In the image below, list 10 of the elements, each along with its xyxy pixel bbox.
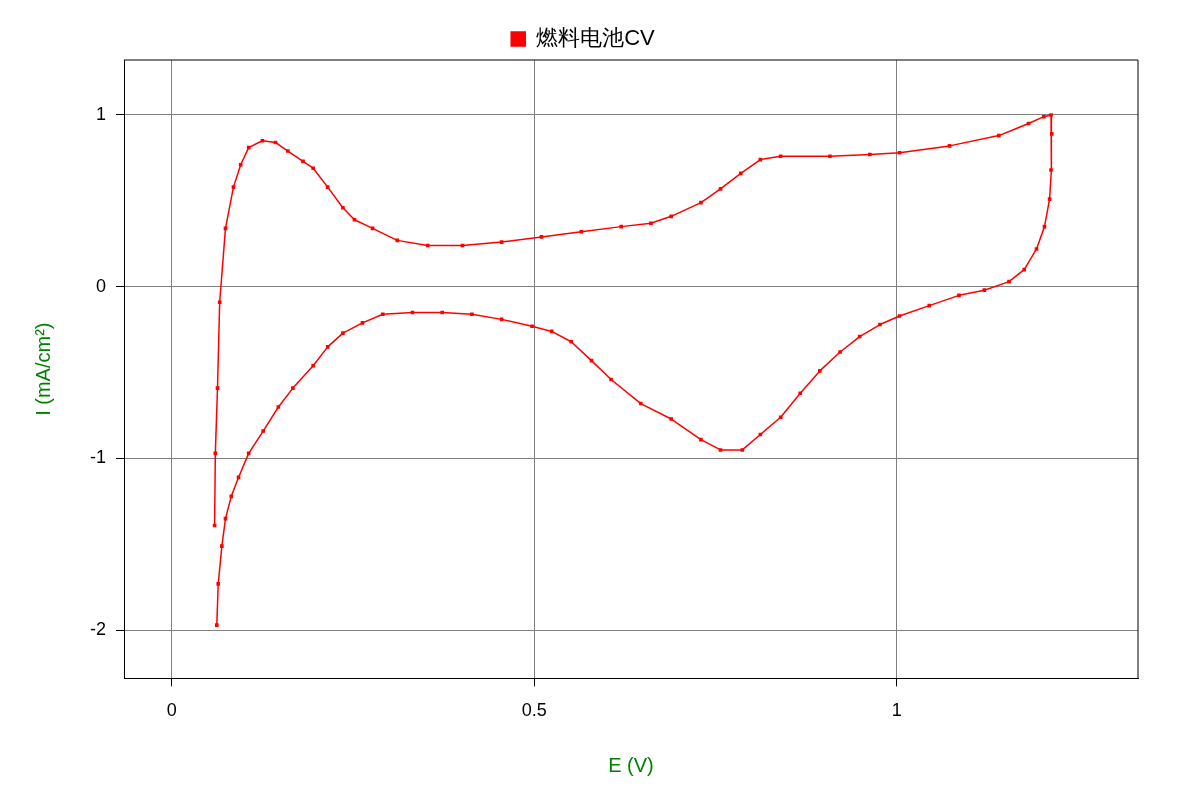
y-tick-label: 0 bbox=[95, 275, 106, 296]
y-axis-title: I (mA/cm²) bbox=[31, 322, 54, 416]
y-tick-label: -2 bbox=[89, 619, 106, 640]
y-tick-label: 1 bbox=[95, 103, 106, 124]
x-tick-label: 0 bbox=[166, 700, 177, 721]
legend-label: 燃料电池CV bbox=[536, 25, 656, 51]
x-axis-title: E (V) bbox=[608, 753, 654, 776]
x-tick-label: 1 bbox=[891, 700, 902, 721]
y-tick-label: -1 bbox=[89, 447, 106, 468]
x-tick-label: 0.5 bbox=[521, 700, 547, 721]
